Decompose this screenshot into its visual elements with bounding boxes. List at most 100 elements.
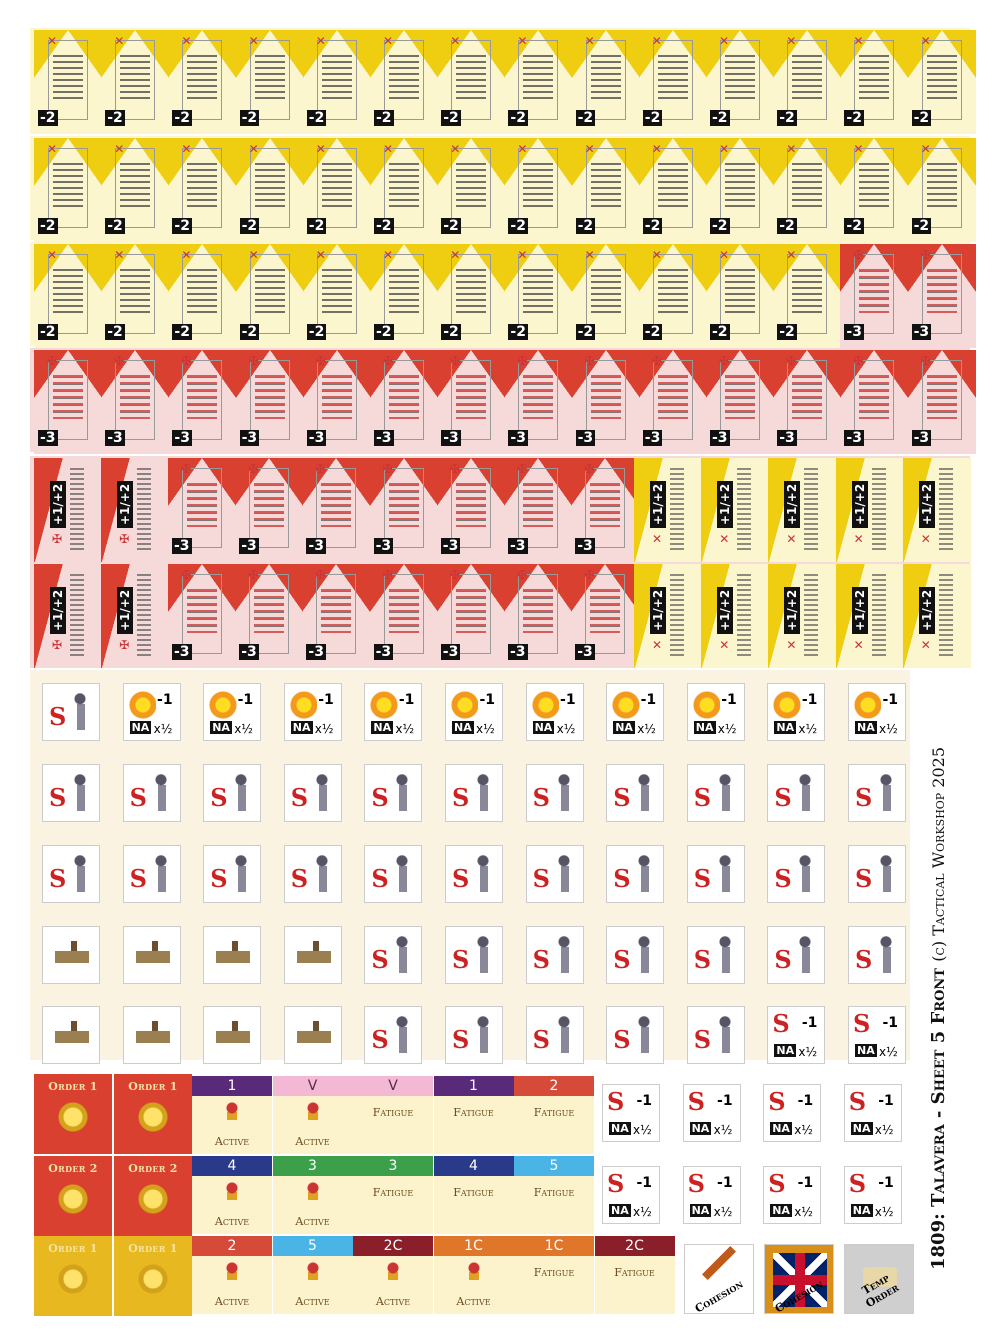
- skirmish-marker[interactable]: S: [283, 845, 342, 903]
- skirmish-marker[interactable]: S: [42, 764, 100, 822]
- order-counter[interactable]: Order 1: [114, 1074, 192, 1154]
- unit-counter[interactable]: ✕ -2: [34, 244, 102, 348]
- skirmish-marker[interactable]: S: [364, 926, 423, 984]
- skirmish-marker[interactable]: S: [203, 764, 262, 822]
- unit-counter[interactable]: ✠ -3: [168, 350, 237, 454]
- skirmish-marker[interactable]: S: [364, 1006, 423, 1064]
- flank-counter[interactable]: +1/+2 ✕: [835, 564, 904, 668]
- unit-counter[interactable]: ✠ -3: [302, 350, 371, 454]
- cavalry-marker[interactable]: [203, 926, 262, 984]
- unit-counter[interactable]: ✕ -2: [706, 244, 774, 348]
- cohesion-british-marker[interactable]: Cohesion: [764, 1244, 834, 1315]
- unit-counter[interactable]: ✕ -2: [504, 138, 573, 242]
- skirmish-marker[interactable]: S: [445, 845, 503, 903]
- skirmish-marker[interactable]: S: [283, 764, 342, 822]
- skirmish-marker[interactable]: S: [848, 764, 906, 822]
- skirmish-marker[interactable]: S: [767, 764, 826, 822]
- skirmish-marker[interactable]: S: [767, 926, 826, 984]
- fire-marker[interactable]: -1 NA x½: [122, 683, 181, 741]
- unit-counter[interactable]: ✕ -2: [773, 244, 842, 348]
- fire-marker[interactable]: -1 NA x½: [848, 683, 906, 741]
- skirmish-marker[interactable]: S: [525, 926, 584, 984]
- skirmish-marker[interactable]: S: [122, 845, 181, 903]
- skirmish-marker[interactable]: S: [686, 845, 745, 903]
- unit-counter[interactable]: ✠ -3: [370, 350, 438, 454]
- unit-counter[interactable]: ✕ -2: [706, 138, 774, 242]
- skirmish-marker[interactable]: S: [364, 845, 423, 903]
- unit-counter[interactable]: ✕ -2: [773, 138, 842, 242]
- unit-counter[interactable]: ✠ -3: [302, 564, 371, 668]
- status-counter[interactable]: 2 Active: [192, 1236, 272, 1314]
- status-counter[interactable]: V Active: [272, 1076, 353, 1154]
- skirmish-marker[interactable]: S: [364, 764, 423, 822]
- unit-counter[interactable]: ✕ -2: [101, 244, 170, 348]
- skirmish-marker[interactable]: S: [525, 764, 584, 822]
- flank-counter[interactable]: +1/+2 ✕: [902, 564, 971, 668]
- flank-counter[interactable]: +1/+2 ✕: [634, 458, 702, 562]
- unit-counter[interactable]: ✕ -2: [638, 244, 707, 348]
- unit-counter[interactable]: ✕ -2: [840, 30, 909, 134]
- temp-order-marker[interactable]: Temp Order: [844, 1244, 914, 1314]
- flank-counter[interactable]: +1/+2 ✕: [768, 564, 837, 668]
- unit-counter[interactable]: ✠ -3: [436, 564, 505, 668]
- unit-counter[interactable]: ✕ -2: [840, 138, 909, 242]
- status-counter[interactable]: 5 Fatigue: [514, 1156, 594, 1234]
- cavalry-marker[interactable]: [283, 926, 342, 984]
- sfire-marker[interactable]: S -1 NA x½: [843, 1084, 902, 1142]
- flank-counter[interactable]: +1/+2 ✠: [101, 458, 170, 562]
- unit-counter[interactable]: ✕ -2: [235, 30, 304, 134]
- sfire-marker[interactable]: S -1 NA x½: [682, 1084, 741, 1142]
- unit-counter[interactable]: ✠ -3: [235, 564, 304, 668]
- unit-counter[interactable]: ✕ -2: [638, 30, 707, 134]
- cavalry-marker[interactable]: [203, 1006, 262, 1064]
- unit-counter[interactable]: ✕ -2: [168, 138, 237, 242]
- sfire-marker[interactable]: S -1 NA x½: [843, 1166, 902, 1224]
- skirmish-marker[interactable]: S: [606, 926, 665, 984]
- sfire-marker[interactable]: S -1 NA x½: [848, 1006, 906, 1064]
- unit-counter[interactable]: ✠ -3: [504, 350, 573, 454]
- sfire-marker[interactable]: S -1 NA x½: [763, 1084, 822, 1142]
- unit-counter[interactable]: ✕ -2: [302, 244, 371, 348]
- skirmish-marker[interactable]: S: [686, 764, 745, 822]
- cavalry-marker[interactable]: [122, 926, 181, 984]
- skirmish-marker[interactable]: S: [42, 845, 100, 903]
- unit-counter[interactable]: ✠ -3: [504, 564, 572, 668]
- skirmish-marker[interactable]: S: [445, 764, 503, 822]
- unit-counter[interactable]: ✠ -3: [369, 564, 438, 668]
- fire-marker[interactable]: -1 NA x½: [525, 683, 584, 741]
- flank-counter[interactable]: +1/+2 ✕: [902, 458, 971, 562]
- unit-counter[interactable]: ✕ -2: [437, 244, 506, 348]
- status-counter[interactable]: 3 Active: [272, 1156, 353, 1234]
- fire-marker[interactable]: -1 NA x½: [445, 683, 503, 741]
- unit-counter[interactable]: ✠ -3: [235, 458, 304, 562]
- fire-marker[interactable]: -1 NA x½: [686, 683, 745, 741]
- unit-counter[interactable]: ✠ -3: [571, 564, 640, 668]
- unit-counter[interactable]: ✠ -3: [101, 350, 170, 454]
- unit-counter[interactable]: ✕ -2: [437, 30, 506, 134]
- flank-counter[interactable]: +1/+2 ✕: [701, 458, 770, 562]
- unit-counter[interactable]: ✠ -3: [773, 350, 842, 454]
- unit-counter[interactable]: ✕ -2: [168, 244, 237, 348]
- skirmish-marker[interactable]: S: [606, 764, 665, 822]
- unit-counter[interactable]: ✠ -3: [235, 350, 304, 454]
- unit-counter[interactable]: ✕ -2: [101, 30, 170, 134]
- flank-counter[interactable]: +1/+2 ✕: [701, 564, 770, 668]
- order-counter[interactable]: Order 2: [34, 1156, 112, 1236]
- fire-marker[interactable]: -1 NA x½: [606, 683, 665, 741]
- flank-counter[interactable]: +1/+2 ✕: [768, 458, 837, 562]
- cavalry-marker[interactable]: [122, 1006, 181, 1064]
- unit-counter[interactable]: ✠ -3: [437, 350, 506, 454]
- unit-counter[interactable]: ✕ -2: [706, 30, 774, 134]
- unit-counter[interactable]: ✕ -2: [638, 138, 707, 242]
- sfire-marker[interactable]: S -1 NA x½: [682, 1166, 741, 1224]
- unit-counter[interactable]: ✠ -3: [706, 350, 774, 454]
- unit-counter[interactable]: ✕ -2: [907, 30, 976, 134]
- cavalry-marker[interactable]: [42, 1006, 100, 1064]
- unit-counter[interactable]: ✠ -3: [168, 458, 236, 562]
- unit-counter[interactable]: ✕ -2: [773, 30, 842, 134]
- flank-counter[interactable]: +1/+2 ✕: [835, 458, 904, 562]
- fire-marker[interactable]: -1 NA x½: [283, 683, 342, 741]
- status-counter[interactable]: 1 Fatigue: [433, 1076, 514, 1154]
- skirmish-marker[interactable]: S: [525, 845, 584, 903]
- sfire-marker[interactable]: S -1 NA x½: [602, 1166, 660, 1224]
